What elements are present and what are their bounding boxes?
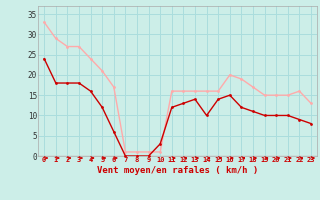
X-axis label: Vent moyen/en rafales ( km/h ): Vent moyen/en rafales ( km/h ): [97, 166, 258, 175]
